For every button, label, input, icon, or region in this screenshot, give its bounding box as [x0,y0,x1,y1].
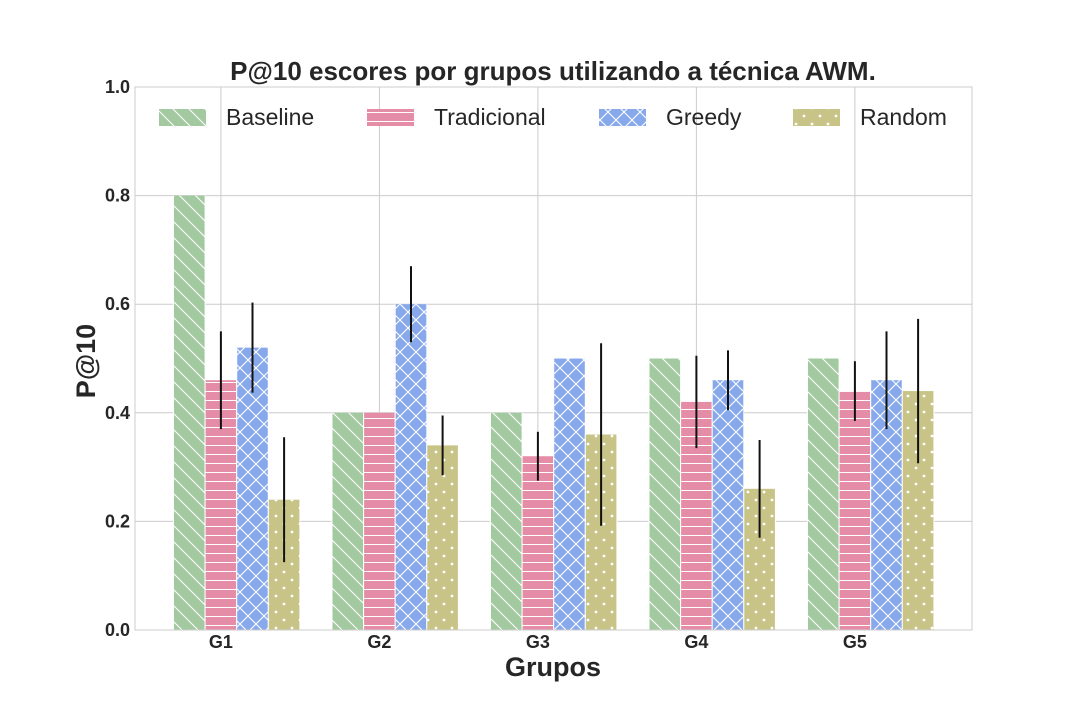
legend-item-tradicional: Tradicional [367,104,546,130]
bar-baseline-g5 [807,358,840,630]
legend-label: Baseline [226,104,314,130]
x-axis-label: Grupos [505,652,601,682]
bar-tradicional-g2 [363,412,396,630]
error-bars [219,266,920,563]
legend-label: Greedy [666,104,742,130]
bar-tradicional-g3 [521,456,555,630]
y-tick-label: 1.0 [105,77,130,97]
legend-item-baseline: Baseline [159,104,314,130]
x-tick-label: G1 [209,632,233,652]
bar-greedy-g2 [394,304,428,630]
x-tick-labels: G1 G2 G3 G4 G5 [209,632,867,652]
bar-baseline-g1 [173,195,206,630]
x-tick-label: G3 [526,632,550,652]
bar-greedy-g3 [553,358,586,630]
chart-title: P@10 escores por grupos utilizando a téc… [230,56,876,86]
y-axis-label: P@10 [71,324,101,398]
x-tick-label: G5 [843,632,867,652]
bar-random-g2 [426,445,459,630]
y-tick-label: 0.8 [105,186,130,206]
bar-greedy-g1 [236,347,269,630]
plot-frame [134,86,973,631]
x-tick-label: G2 [367,632,391,652]
bar-baseline-g2 [331,412,365,630]
bar-greedy-g4 [711,380,745,630]
legend-item-greedy: Greedy [599,104,742,130]
bar-baseline-g4 [648,358,682,630]
y-tick-labels: 0.0 0.2 0.4 0.6 0.8 1.0 [105,77,130,640]
legend-label: Tradicional [434,104,546,130]
bars [173,195,935,630]
legend-label: Random [860,104,947,130]
bar-tradicional-g5 [838,391,872,630]
bar-baseline-g3 [490,412,523,630]
bar-random-g1 [267,499,301,630]
y-tick-label: 0.2 [105,511,130,531]
legend-item-random: Random [793,104,947,130]
y-tick-label: 0.0 [105,620,130,640]
x-tick-label: G4 [684,632,708,652]
legend: Baseline Tradicional Greedy Random [159,104,947,130]
y-tick-label: 0.4 [105,403,130,423]
y-tick-label: 0.6 [105,294,130,314]
